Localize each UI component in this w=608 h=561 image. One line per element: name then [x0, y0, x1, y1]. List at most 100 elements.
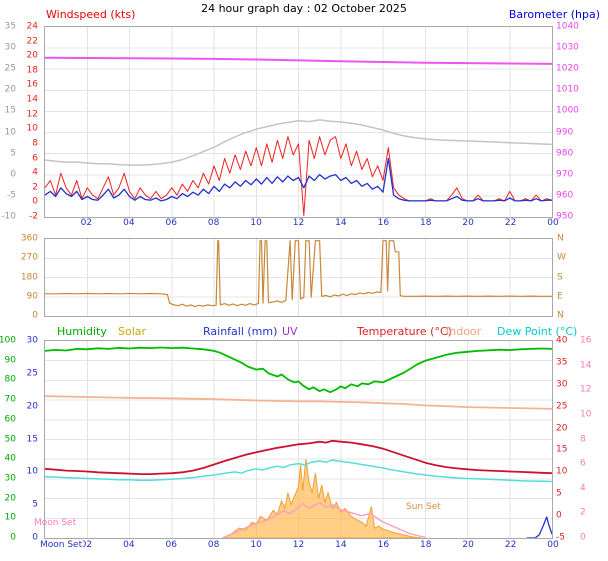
- wind-direction-chart: [45, 239, 552, 316]
- climate-panel: [44, 340, 553, 539]
- axis-label: 980: [556, 148, 574, 159]
- axis-label: 2: [32, 182, 38, 193]
- axis-label: 18: [26, 65, 38, 76]
- time-axis-label: 20: [462, 540, 474, 550]
- time-axis-label: 08: [207, 540, 220, 550]
- axis-label: 0: [10, 532, 16, 543]
- axis-label: 50: [4, 434, 16, 444]
- axis-label: 20: [556, 423, 568, 434]
- time-axis-label: 18: [420, 218, 432, 228]
- time-axis-label: 16: [377, 218, 390, 228]
- axis-label: 15: [26, 434, 38, 444]
- axis-label: 1010: [556, 84, 579, 95]
- axis-label: 30: [4, 42, 16, 53]
- axis-label: 90: [4, 355, 16, 366]
- legend-indoor: Indoor: [446, 325, 482, 338]
- axis-label: W: [557, 252, 566, 263]
- axis-label: 1020: [556, 63, 579, 74]
- axis-label: 25: [4, 63, 16, 74]
- time-axis-label: 00: [547, 540, 559, 550]
- axis-label: 15: [556, 444, 568, 455]
- wind-barometer-panel: [44, 26, 553, 218]
- axis-label: 70: [4, 394, 16, 405]
- axis-label: 25: [556, 401, 568, 412]
- axis-label: 970: [556, 169, 574, 180]
- axis-label: 5: [556, 488, 562, 499]
- axis-label: 4: [580, 483, 586, 494]
- axis-label: 1040: [556, 21, 579, 32]
- axis-label: 30: [4, 473, 16, 484]
- axis-label: 270: [20, 252, 38, 263]
- time-axis-label: 00: [547, 218, 559, 228]
- wind-direction-panel: [44, 238, 553, 317]
- axis-label: 12: [580, 384, 592, 395]
- axis-label: 22: [26, 36, 38, 47]
- axis-label: 8: [32, 138, 38, 149]
- barometer-y-axis: 1040 1030 1020 1010 1000 990 980 970 960 950: [556, 22, 602, 221]
- axis-label: 60: [4, 414, 16, 425]
- climate-chart: [45, 341, 552, 538]
- axis-label: 0: [580, 532, 586, 543]
- time-axis-label: 12: [292, 218, 305, 228]
- axis-label: S: [557, 272, 563, 282]
- time-axis-label: 14: [335, 540, 347, 550]
- axis-label: 24: [26, 21, 38, 32]
- legend-temperature-c: Temperature (°C): [357, 325, 452, 338]
- time-axis-label: 16: [377, 540, 390, 550]
- axis-label: 100: [0, 335, 16, 346]
- axis-label: 0: [556, 510, 562, 521]
- legend-solar: Solar: [118, 325, 147, 338]
- axis-label: 90: [26, 291, 38, 302]
- axis-label: 20: [26, 50, 38, 61]
- axis-label: 8: [580, 434, 586, 444]
- axis-label: 1000: [556, 105, 579, 116]
- axis-label: 16: [26, 79, 38, 90]
- bottom-panel-legend: Humidity Solar Rainfall (mm) UV Temperature …: [0, 325, 608, 339]
- axis-label: 2: [580, 507, 586, 518]
- time-axis-label: 02: [80, 540, 93, 550]
- windspeed-y-axis: 24 22 20 18 16 14 12 10 8 6 4 2 0 -2: [18, 22, 38, 221]
- page-title: 24 hour graph day : 02 October 2025: [201, 2, 407, 15]
- axis-label: 14: [580, 360, 592, 371]
- moon-set-annotation: Moon Set: [34, 518, 77, 528]
- axis-label: N: [557, 310, 564, 321]
- time-axis-label: 10: [250, 218, 262, 228]
- time-axis-label: 04: [123, 540, 135, 550]
- axis-label: 10: [556, 466, 568, 477]
- axis-label: 20: [4, 84, 16, 95]
- axis-label: 20: [4, 493, 16, 504]
- axis-label: 10: [580, 409, 592, 420]
- axis-label: 25: [26, 368, 38, 379]
- barometer-axis-title: Barometer (hpa): [508, 8, 600, 21]
- time-axis-label: 18: [420, 540, 432, 550]
- legend-uv: UV: [282, 325, 298, 338]
- axis-label: 6: [32, 153, 38, 164]
- axis-label: 6: [580, 458, 586, 469]
- axis-label: -5: [556, 532, 565, 543]
- axis-label: 4: [32, 167, 38, 178]
- axis-label: 30: [26, 335, 38, 346]
- legend-humidity: Humidity: [57, 325, 107, 338]
- axis-label: 12: [26, 109, 38, 120]
- axis-label: -2: [29, 211, 38, 222]
- axis-label: 180: [20, 272, 38, 282]
- axis-label: 5: [10, 148, 16, 159]
- temperature-y-axis: 40 35 30 25 20 15 10 5 0 -5: [556, 336, 576, 542]
- uv-y-axis: 16 14 12 10 8 6 4 2 0: [580, 336, 602, 542]
- axis-label: 20: [26, 401, 38, 412]
- axis-label: 0: [32, 532, 38, 543]
- time-axis-label: 08: [207, 218, 220, 228]
- axis-label: 35: [4, 21, 16, 32]
- axis-label: 10: [26, 466, 38, 477]
- axis-label: 960: [556, 190, 574, 201]
- axis-label: 80: [4, 374, 16, 385]
- wind-barometer-chart: [45, 27, 552, 217]
- axis-label: 950: [556, 211, 574, 222]
- time-axis-label: 14: [335, 218, 347, 228]
- axis-label: 1030: [556, 42, 579, 53]
- axis-label: 10: [4, 127, 16, 138]
- axis-label: 0: [32, 310, 38, 321]
- axis-label: 990: [556, 127, 574, 138]
- time-axis-label: 10: [250, 540, 262, 550]
